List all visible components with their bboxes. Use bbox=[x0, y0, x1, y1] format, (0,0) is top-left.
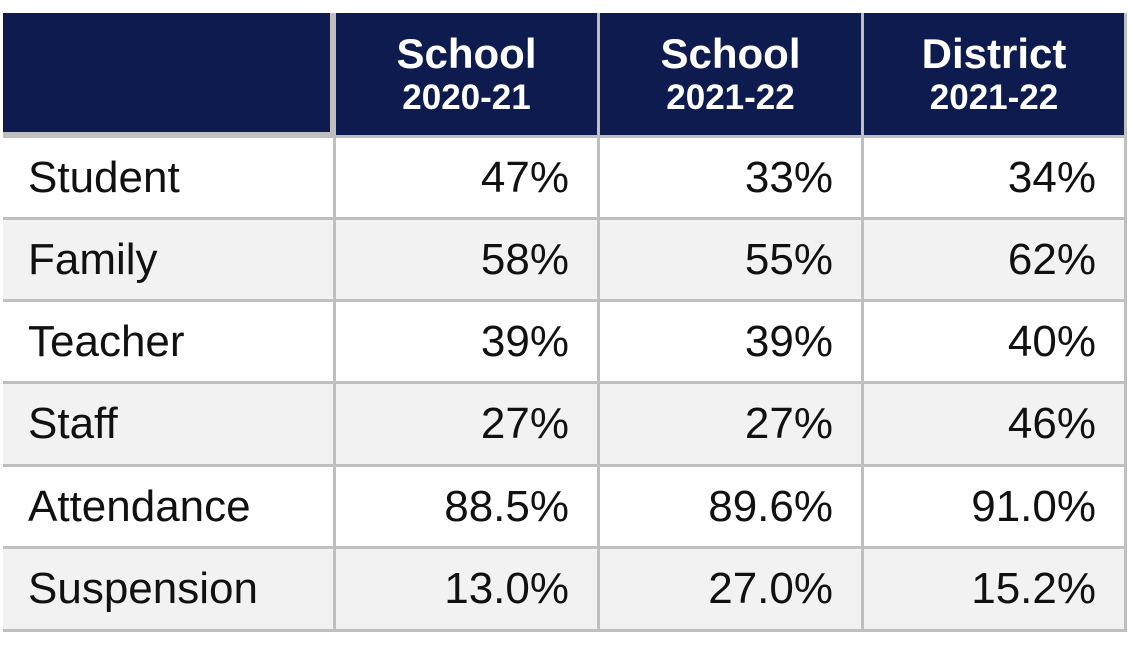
value-cell: 39% bbox=[336, 302, 597, 381]
value-cell: 46% bbox=[864, 384, 1124, 464]
row-label: Family bbox=[3, 220, 333, 299]
value-cell: 34% bbox=[864, 138, 1124, 217]
value-cell: 13.0% bbox=[336, 549, 597, 629]
header-cell: District 2021-22 bbox=[864, 13, 1124, 135]
header-cell: School 2020-21 bbox=[336, 13, 597, 135]
value-cell: 91.0% bbox=[864, 467, 1124, 546]
value-cell: 58% bbox=[336, 220, 597, 299]
header-cell: School 2021-22 bbox=[600, 13, 861, 135]
header-corner bbox=[3, 13, 330, 132]
header-year: 2021-22 bbox=[929, 78, 1059, 118]
row-label: Suspension bbox=[3, 549, 333, 629]
value-cell: 33% bbox=[600, 138, 861, 217]
value-cell: 47% bbox=[336, 138, 597, 217]
row-label: Staff bbox=[3, 384, 333, 464]
value-cell: 62% bbox=[864, 220, 1124, 299]
value-cell: 15.2% bbox=[864, 549, 1124, 629]
row-label: Teacher bbox=[3, 302, 333, 381]
header-year: 2021-22 bbox=[666, 78, 795, 118]
value-cell: 55% bbox=[600, 220, 861, 299]
value-cell: 27% bbox=[336, 384, 597, 464]
value-cell: 39% bbox=[600, 302, 861, 381]
header-year: 2020-21 bbox=[402, 78, 531, 118]
value-cell: 27.0% bbox=[600, 549, 861, 629]
data-table: School 2020-21 School 2021-22 District 2021-2… bbox=[3, 13, 1127, 632]
value-cell: 89.6% bbox=[600, 467, 861, 546]
value-cell: 27% bbox=[600, 384, 861, 464]
header-title: District bbox=[921, 29, 1067, 77]
header-title: School bbox=[660, 29, 801, 77]
value-cell: 40% bbox=[864, 302, 1124, 381]
value-cell: 88.5% bbox=[336, 467, 597, 546]
row-label: Attendance bbox=[3, 467, 333, 546]
row-label: Student bbox=[3, 138, 333, 217]
header-title: School bbox=[396, 29, 537, 77]
